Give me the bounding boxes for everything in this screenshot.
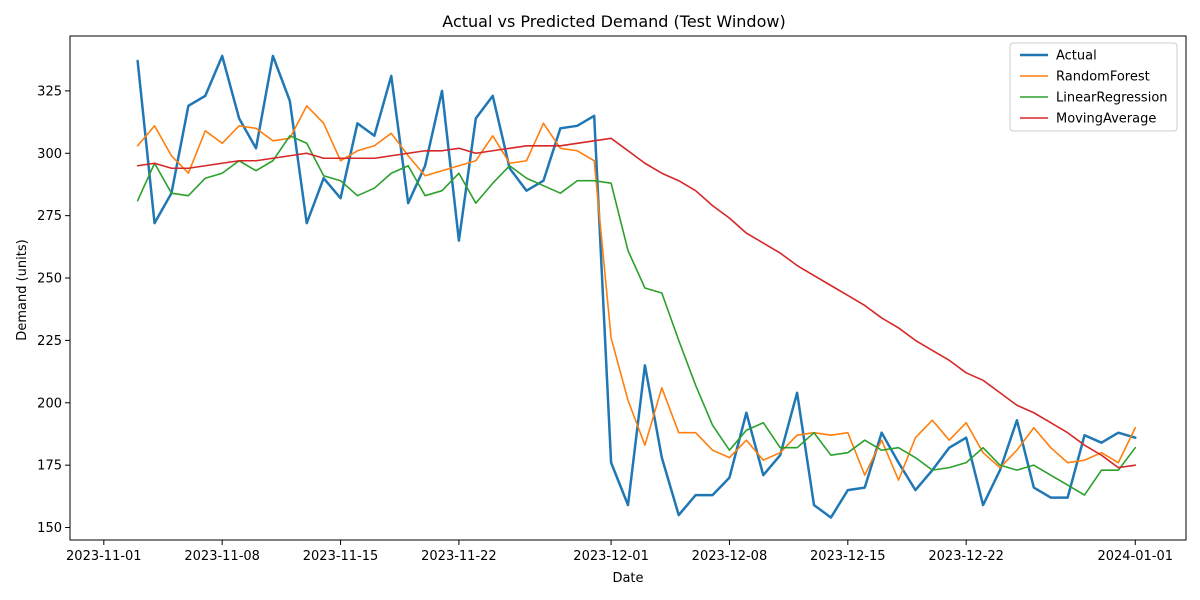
- y-tick-label: 325: [37, 84, 62, 99]
- legend-label-actual: Actual: [1056, 49, 1097, 64]
- y-tick-label: 175: [37, 459, 62, 474]
- plot-frame: [69, 35, 1187, 541]
- x-axis-label: Date: [612, 571, 643, 586]
- y-tick-label: 275: [37, 209, 62, 224]
- y-tick-label: 250: [37, 272, 62, 287]
- chart-title: Actual vs Predicted Demand (Test Window): [442, 12, 785, 31]
- x-axis-ticks: 2023-11-01 2023-11-08 2023-11-15 2023-11-22…: [66, 540, 1173, 564]
- x-tick-label: 2023-11-01: [66, 549, 142, 564]
- x-tick-label: 2023-11-15: [303, 549, 379, 564]
- x-tick-label: 2023-12-15: [810, 549, 886, 564]
- series-line-random-forest: [136, 105, 1137, 481]
- x-tick-label: 2023-12-22: [928, 549, 1004, 564]
- series-layer: [136, 54, 1137, 519]
- legend-label-linear-regression: LinearRegression: [1056, 91, 1168, 106]
- x-tick-label: 2023-11-08: [184, 549, 260, 564]
- x-tick-label: 2023-12-01: [573, 549, 649, 564]
- x-tick-label: 2023-11-22: [421, 549, 497, 564]
- legend: Actual RandomForest LinearRegression Moving…: [1009, 42, 1178, 132]
- legend-label-random-forest: RandomForest: [1056, 70, 1150, 85]
- x-tick-label: 2023-12-08: [692, 549, 768, 564]
- y-tick-label: 225: [37, 334, 62, 349]
- y-tick-label: 200: [37, 396, 62, 411]
- y-tick-label: 150: [37, 521, 62, 536]
- legend-box: [1009, 42, 1178, 132]
- series-line-moving-average: [136, 137, 1137, 469]
- x-tick-label: 2024-01-01: [1097, 549, 1173, 564]
- y-axis-label: Demand (units): [15, 239, 30, 340]
- y-tick-label: 300: [37, 147, 62, 162]
- series-line-linear-regression: [136, 135, 1137, 496]
- legend-label-moving-average: MovingAverage: [1056, 112, 1156, 127]
- y-axis-ticks: 150 175 200 225 250 275 300 325: [37, 84, 70, 536]
- series-line-actual: [136, 54, 1137, 519]
